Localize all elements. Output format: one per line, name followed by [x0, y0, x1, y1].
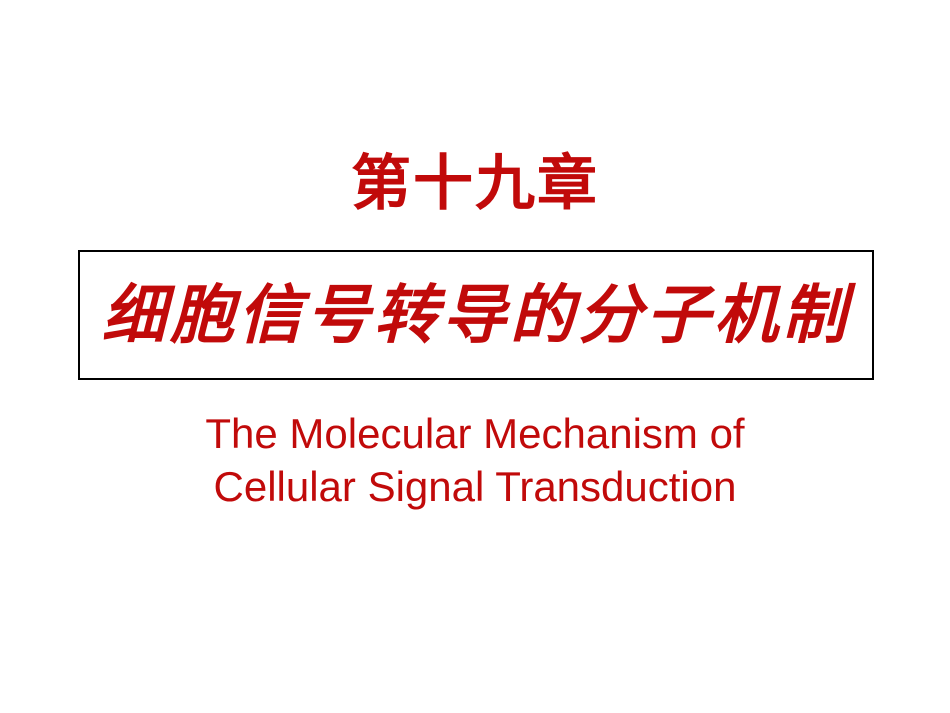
subtitle-block: The Molecular Mechanism of Cellular Sign… [0, 408, 950, 513]
subtitle-line-1: The Molecular Mechanism of [205, 410, 744, 457]
main-title: 细胞信号转导的分子机制 [102, 280, 850, 351]
subtitle-line-2: Cellular Signal Transduction [214, 463, 737, 510]
chapter-number: 第十九章 [0, 135, 950, 222]
title-slide: 第十九章 细胞信号转导的分子机制 The Molecular Mechanism… [0, 0, 950, 713]
title-frame: 细胞信号转导的分子机制 [78, 250, 874, 380]
